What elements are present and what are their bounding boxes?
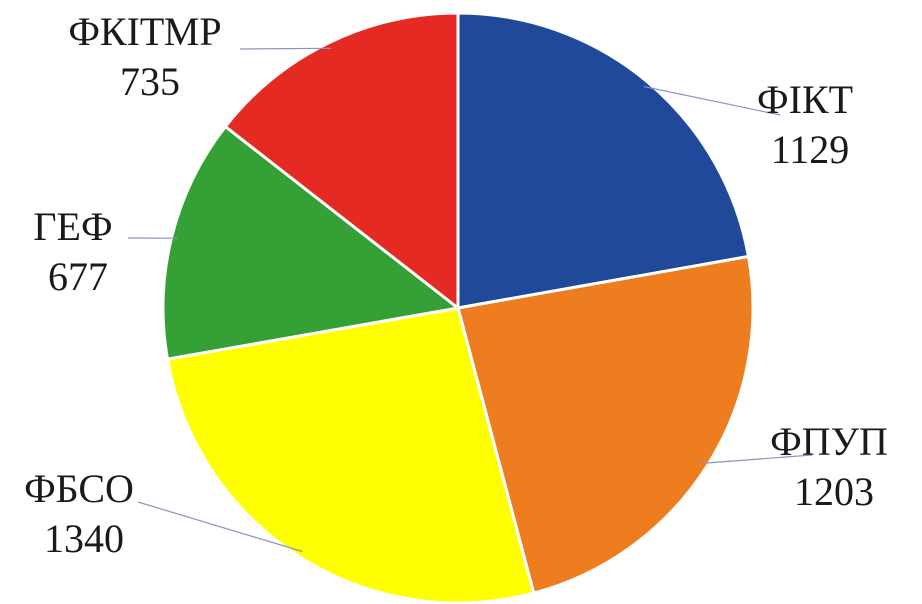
label-gef-value: 677	[48, 254, 108, 299]
label-gef: ГЕФ 677	[33, 204, 122, 299]
label-fpup-value: 1203	[794, 469, 874, 514]
label-gef-category: ГЕФ	[33, 204, 112, 249]
label-fikt: ФІКТ 1129	[757, 77, 863, 172]
leader-lines	[127, 47, 813, 553]
slice-fbso	[165, 306, 536, 604]
leader-fbso	[137, 501, 303, 553]
label-fbso: ФБСО 1340	[24, 466, 144, 561]
slice-fpup	[456, 254, 755, 595]
slice-fikt	[456, 11, 750, 310]
label-fkitmr-category: ФКІТМР	[68, 9, 221, 54]
label-fkitmr-value: 735	[120, 59, 180, 104]
leader-fpup	[701, 454, 813, 464]
pie-slices	[161, 11, 755, 604]
label-fikt-value: 1129	[771, 127, 850, 172]
leader-fkitmr	[239, 47, 332, 50]
label-fbso-category: ФБСО	[24, 466, 134, 511]
slice-gef	[161, 125, 460, 361]
label-fkitmr: ФКІТМР 735	[68, 9, 231, 104]
label-fikt-category: ФІКТ	[757, 77, 853, 122]
label-fpup-category: ФПУП	[770, 419, 888, 464]
label-fbso-value: 1340	[44, 516, 124, 561]
label-fpup: ФПУП 1203	[770, 419, 898, 514]
slice-fkitmr	[223, 11, 460, 310]
leader-fikt	[643, 85, 781, 116]
